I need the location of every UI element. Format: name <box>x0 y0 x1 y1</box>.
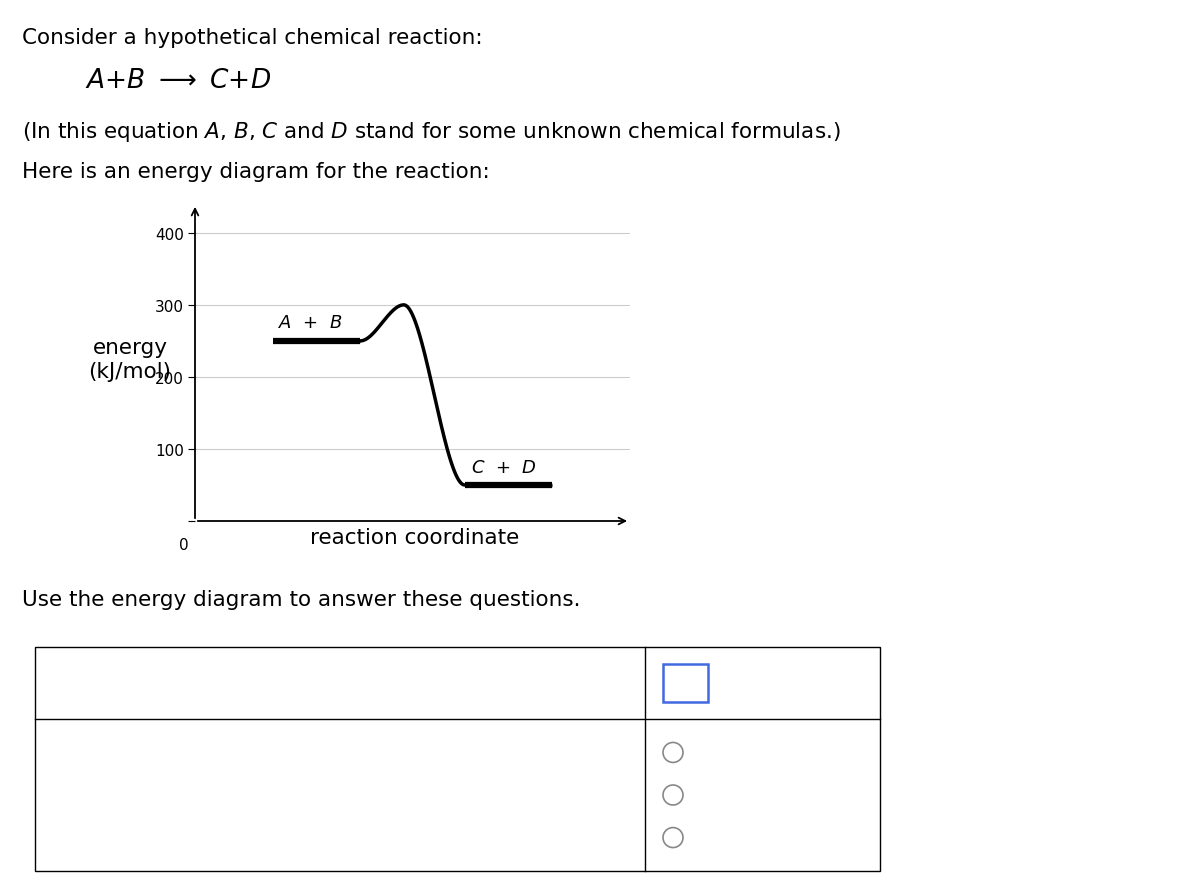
FancyBboxPatch shape <box>662 665 708 702</box>
Text: Exothermic: Exothermic <box>691 744 790 761</box>
Circle shape <box>662 785 683 805</box>
Text: kJ/mol: kJ/mol <box>716 674 772 692</box>
Text: Neither: Neither <box>691 829 756 846</box>
Text: reaction coordinate: reaction coordinate <box>311 528 520 547</box>
Text: $\mathit{A}$  $+$  $\mathit{B}$: $\mathit{A}$ $+$ $\mathit{B}$ <box>277 313 342 331</box>
Text: (In this equation $\mathit{A}$, $\mathit{B}$, $\mathit{C}$ and $\mathit{D}$ stan: (In this equation $\mathit{A}$, $\mathit… <box>22 120 841 144</box>
Text: Use the energy diagram to answer these questions.: Use the energy diagram to answer these q… <box>22 589 581 609</box>
Text: energy
(kJ/mol): energy (kJ/mol) <box>89 338 172 381</box>
Text: 0: 0 <box>179 537 188 552</box>
Circle shape <box>662 828 683 847</box>
Text: $\mathit{A}$$+$$\mathit{B}$ $\longrightarrow$ $\mathit{C}$$+$$\mathit{D}$: $\mathit{A}$$+$$\mathit{B}$ $\longrighta… <box>85 68 271 93</box>
Text: What is the heat of reaction?: What is the heat of reaction? <box>47 674 299 692</box>
FancyBboxPatch shape <box>35 647 880 871</box>
Circle shape <box>662 743 683 763</box>
Text: Here is an energy diagram for the reaction:: Here is an energy diagram for the reacti… <box>22 162 490 182</box>
Text: Is the reaction exothermic or endothermic?: Is the reaction exothermic or endothermi… <box>47 786 425 804</box>
Text: Endothermic: Endothermic <box>691 786 802 804</box>
Text: $\mathit{C}$  $+$  $\mathit{D}$: $\mathit{C}$ $+$ $\mathit{D}$ <box>472 459 536 477</box>
Text: Consider a hypothetical chemical reaction:: Consider a hypothetical chemical reactio… <box>22 28 482 48</box>
